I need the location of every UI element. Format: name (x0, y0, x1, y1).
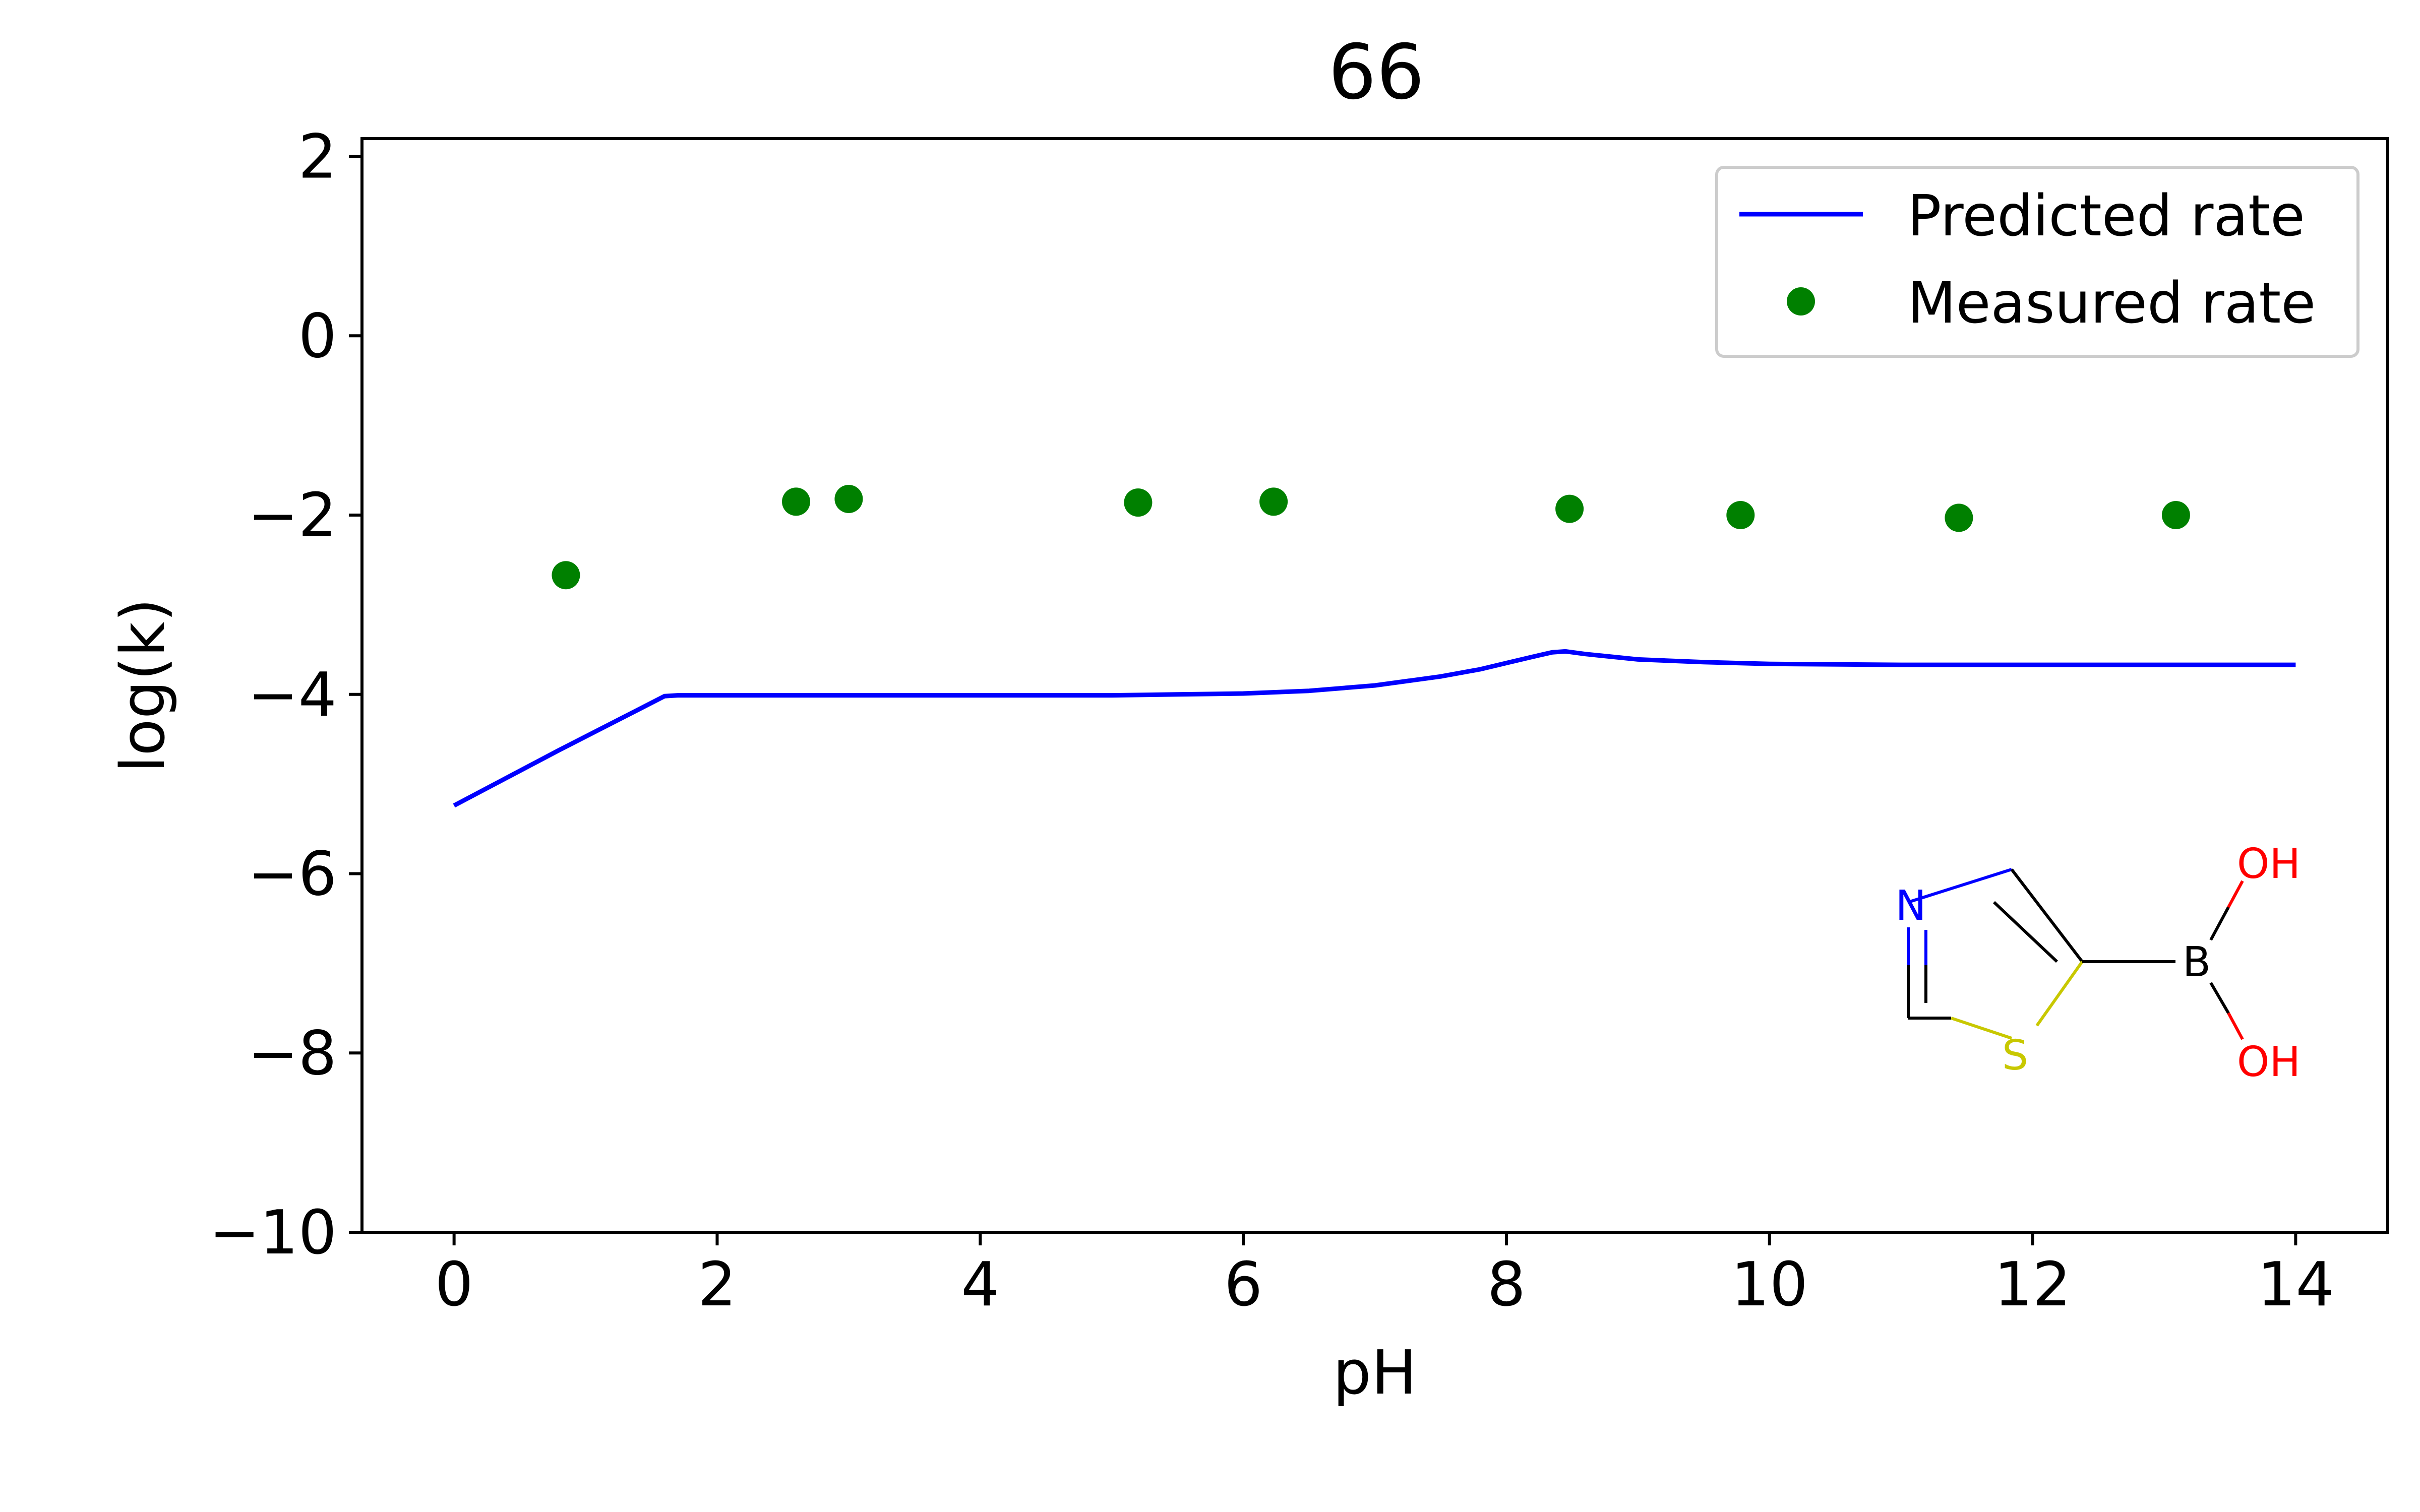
data-point-measured-rate (1945, 503, 1973, 532)
y-tick-label: 0 (298, 301, 337, 371)
legend-frame (1715, 166, 2360, 358)
molecule-structure: N S B OH OH (1895, 840, 2301, 1086)
y-tick-label: −10 (209, 1198, 337, 1268)
bond (1992, 901, 2059, 963)
legend-label-predicted: Predicted rate (1907, 183, 2305, 249)
data-point-measured-rate (2161, 501, 2190, 529)
x-tick-label: 12 (1994, 1250, 2071, 1320)
data-point-measured-rate (1259, 487, 1288, 516)
data-point-measured-rate (782, 487, 810, 516)
y-tick-label: −4 (248, 660, 337, 730)
bond (1908, 868, 2012, 904)
legend: Predicted rate Measured rate (1715, 166, 2360, 358)
data-point-measured-rate (552, 561, 580, 590)
bond (2227, 880, 2244, 908)
data-point-measured-rate (1555, 494, 1584, 523)
data-point-measured-rate (1726, 501, 1755, 529)
y-tick-label: 2 (298, 122, 337, 193)
atom-oh-top: OH (2237, 840, 2301, 888)
x-axis: 0 2 4 6 8 10 12 14 (435, 1232, 2334, 1320)
bond (2010, 868, 2084, 963)
x-tick-label: 4 (961, 1250, 999, 1320)
x-axis-label: pH (1333, 1338, 1417, 1408)
x-tick-label: 0 (435, 1250, 473, 1320)
bond (2227, 1012, 2244, 1040)
bond (2035, 961, 2084, 1027)
bond (2209, 906, 2230, 941)
plot-frame (360, 137, 2389, 1234)
y-axis-label: log(k) (108, 598, 178, 773)
atom-boron: B (2183, 938, 2211, 986)
y-tick-label: −8 (248, 1019, 337, 1089)
legend-marker-swatch (1787, 287, 1815, 316)
x-tick-label: 10 (1731, 1250, 1808, 1320)
bond (1951, 1017, 2012, 1040)
chart-title: 66 (1328, 29, 1425, 116)
atom-oh-bottom: OH (2237, 1038, 2301, 1086)
series-line-predicted-rate (453, 649, 2296, 808)
data-point-measured-rate (1124, 488, 1153, 517)
x-tick-label: 8 (1487, 1250, 1526, 1320)
y-axis: 2 0 −2 −4 −6 −8 −10 (209, 122, 362, 1268)
y-tick-label: −2 (248, 481, 337, 551)
atom-nitrogen: N (1895, 882, 1926, 930)
atom-sulfur: S (2002, 1032, 2028, 1080)
data-point-measured-rate (834, 485, 863, 513)
legend-label-measured: Measured rate (1907, 271, 2316, 336)
x-tick-label: 2 (698, 1250, 736, 1320)
y-tick-label: −6 (248, 840, 337, 910)
x-tick-label: 14 (2257, 1250, 2334, 1320)
x-tick-label: 6 (1224, 1250, 1262, 1320)
bond (2209, 982, 2230, 1014)
plot-area (453, 485, 2296, 808)
